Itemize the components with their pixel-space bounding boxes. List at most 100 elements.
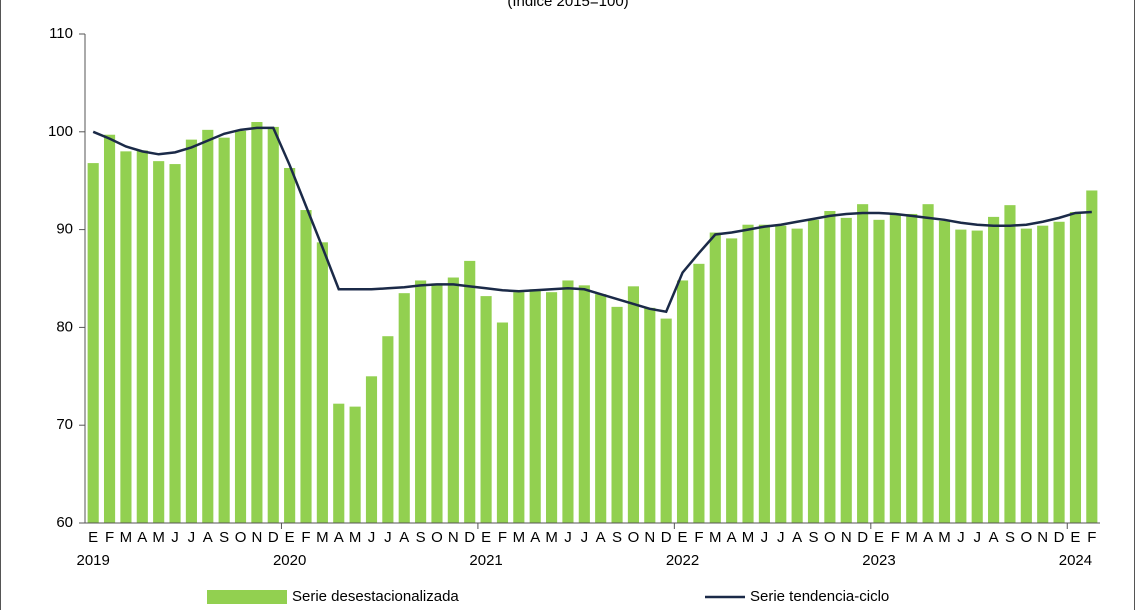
- bar: [1069, 211, 1082, 523]
- x-tick-label: D: [661, 529, 672, 546]
- bar: [300, 210, 312, 524]
- legend-label: Serie tendencia-ciclo: [750, 588, 889, 605]
- x-tick-label: J: [777, 529, 785, 546]
- x-tick-label: A: [923, 529, 933, 546]
- bar: [103, 134, 116, 523]
- x-tick-label: D: [464, 529, 475, 546]
- bar: [267, 126, 279, 523]
- bar: [153, 161, 165, 523]
- x-tick-label: M: [152, 529, 165, 546]
- bar: [578, 285, 590, 523]
- y-tick-label: 70: [56, 416, 73, 433]
- x-tick-label: S: [809, 529, 819, 546]
- bar: [595, 294, 607, 523]
- year-label: 2024: [1059, 552, 1092, 569]
- bar: [1037, 225, 1049, 524]
- bar: [546, 292, 558, 523]
- bar: [660, 318, 672, 523]
- year-label: 2023: [862, 552, 895, 569]
- x-tick-label: M: [742, 529, 755, 546]
- bar: [873, 219, 885, 523]
- bar: [1020, 228, 1032, 523]
- x-tick-label: M: [905, 529, 918, 546]
- y-tick-label: 60: [56, 514, 73, 531]
- x-tick-label: A: [530, 529, 540, 546]
- x-tick-label: E: [481, 529, 491, 546]
- year-label: 2021: [469, 552, 502, 569]
- x-tick-label: M: [349, 529, 362, 546]
- x-tick-label: M: [545, 529, 558, 546]
- x-tick-label: J: [581, 529, 589, 546]
- y-tick-label: 110: [49, 25, 73, 42]
- x-tick-label: O: [235, 529, 247, 546]
- bar: [611, 306, 623, 523]
- x-tick-label: N: [251, 529, 262, 546]
- bar: [185, 139, 197, 523]
- bar: [988, 216, 1000, 524]
- x-tick-label: J: [384, 529, 392, 546]
- trend-line: [92, 126, 1092, 314]
- bar: [464, 260, 476, 523]
- x-tick-label: N: [448, 529, 459, 546]
- bar: [840, 217, 852, 523]
- x-tick-label: J: [368, 529, 376, 546]
- x-tick-label: O: [628, 529, 640, 546]
- bar: [676, 280, 689, 523]
- bar: [120, 151, 132, 524]
- x-tick-label: M: [316, 529, 329, 546]
- x-tick-label: A: [727, 529, 737, 546]
- x-tick-label: M: [120, 529, 133, 546]
- y-tick-label: 80: [56, 318, 73, 335]
- bar: [824, 211, 836, 523]
- x-tick-label: N: [841, 529, 852, 546]
- bar: [251, 122, 263, 524]
- bar: [791, 228, 803, 523]
- year-label: 2020: [273, 552, 306, 569]
- bar: [316, 242, 328, 523]
- bar: [562, 280, 574, 523]
- x-tick-label: M: [938, 529, 951, 546]
- bar: [496, 322, 509, 523]
- x-tick-label: D: [268, 529, 279, 546]
- x-tick-label: E: [678, 529, 688, 546]
- bar: [775, 225, 787, 524]
- x-tick-label: A: [334, 529, 344, 546]
- bar: [955, 229, 967, 523]
- bar: [1053, 221, 1065, 523]
- bar: [398, 293, 410, 523]
- bar: [415, 280, 427, 523]
- bar: [627, 286, 639, 523]
- x-tick-label: D: [857, 529, 868, 546]
- x-tick-label: J: [171, 529, 179, 546]
- bar: [447, 277, 459, 523]
- bar: [349, 406, 361, 523]
- bar: [726, 238, 738, 524]
- bar: [644, 307, 656, 523]
- x-tick-label: F: [301, 529, 310, 546]
- y-tick-label: 100: [48, 123, 73, 140]
- bar: [365, 376, 378, 523]
- bar: [202, 129, 214, 523]
- x-tick-label: E: [1070, 529, 1080, 546]
- x-tick-label: E: [285, 529, 295, 546]
- x-tick-label: A: [137, 529, 147, 546]
- bar: [906, 213, 918, 523]
- x-tick-label: J: [188, 529, 196, 546]
- bar: [971, 230, 983, 523]
- bar: [742, 224, 754, 523]
- x-tick-label: J: [761, 529, 769, 546]
- x-tick-label: O: [431, 529, 443, 546]
- bar: [284, 167, 296, 523]
- bar: [1086, 190, 1098, 524]
- bar: [382, 336, 394, 523]
- bar: [136, 150, 148, 523]
- bar: [758, 224, 770, 523]
- x-tick-label: S: [219, 529, 229, 546]
- x-tick-label: F: [891, 529, 900, 546]
- bar: [333, 403, 345, 523]
- bar: [234, 130, 247, 523]
- legend-label: Serie desestacionalizada: [292, 588, 459, 605]
- bar: [87, 163, 99, 523]
- x-tick-label: O: [1020, 529, 1032, 546]
- bar: [857, 204, 869, 523]
